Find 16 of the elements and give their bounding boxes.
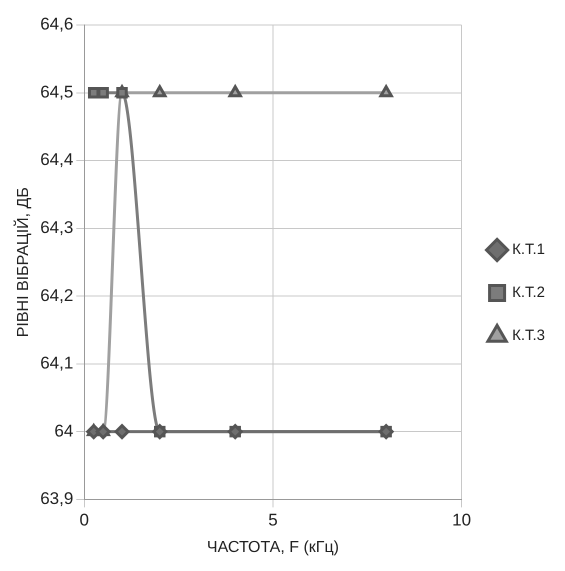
y-tick-label: 64,5: [40, 82, 74, 102]
y-axis-title: РІВНІ ВІБРАЦІЙ, ДБ: [13, 187, 32, 338]
y-tick-label: 64,4: [40, 150, 74, 170]
y-tick-label: 64: [54, 421, 74, 440]
x-axis-title: ЧАСТОТА, F (кГц): [206, 538, 339, 556]
legend-label: К.Т.3: [512, 327, 546, 344]
y-tick-label: 64,3: [40, 218, 74, 237]
legend-label: К.Т.2: [512, 284, 546, 302]
y-tick-label: 63,9: [40, 489, 74, 508]
legend-label: К.Т.1: [512, 241, 546, 258]
x-tick-label: 5: [268, 510, 278, 530]
x-tick-label: 0: [80, 510, 90, 530]
y-tick-label: 64,6: [40, 14, 74, 34]
y-tick-label: 64,1: [40, 354, 74, 373]
x-tick-label: 10: [452, 510, 472, 530]
y-tick-label: 64,2: [40, 286, 74, 305]
